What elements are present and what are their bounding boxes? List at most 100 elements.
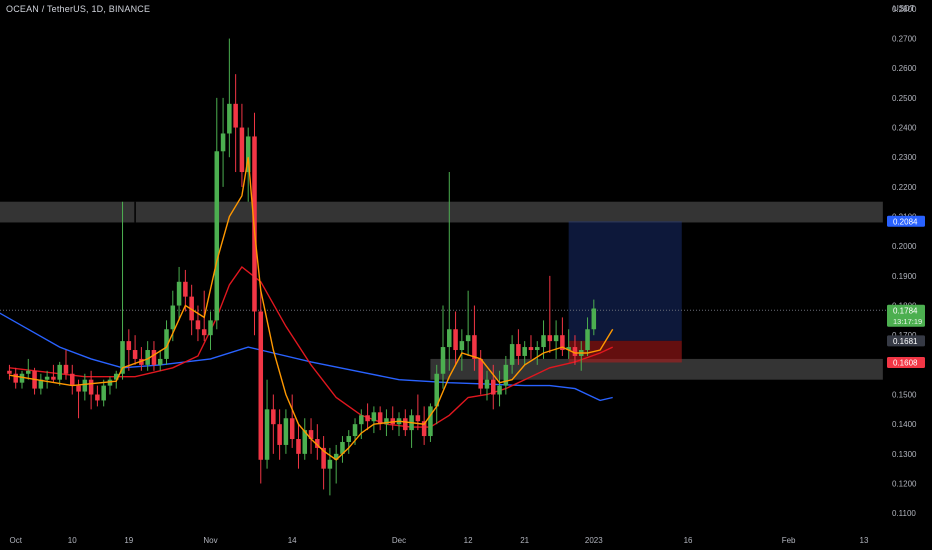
candle-body-43 [277, 424, 282, 445]
y-tick-12: 0.2300 [892, 153, 917, 162]
y-tick-16: 0.2700 [892, 35, 917, 44]
candle-body-3 [26, 370, 31, 374]
candle-body-93 [591, 308, 597, 330]
y-tick-1: 0.1200 [892, 480, 917, 489]
candle-body-1 [13, 373, 18, 383]
candle-body-27 [176, 281, 182, 306]
price-tag-label-3: 0.1608 [893, 358, 918, 367]
candle-body-12 [82, 379, 88, 392]
candle-body-36 [233, 103, 238, 128]
candle-body-6 [44, 376, 50, 380]
x-tick-3: Nov [203, 536, 217, 545]
candle-body-44 [283, 418, 289, 445]
candle-body-29 [189, 296, 194, 321]
candle-body-51 [327, 459, 333, 469]
plot-area [0, 38, 886, 496]
candle-body-76 [484, 379, 490, 389]
candle-body-88 [560, 335, 565, 351]
candle-body-11 [76, 385, 81, 392]
candle-body-80 [509, 344, 515, 365]
candle-body-19 [126, 341, 132, 351]
candle-body-38 [245, 136, 251, 173]
candle-body-81 [516, 344, 521, 356]
y-tick-11: 0.2200 [892, 183, 917, 192]
candle-body-21 [139, 358, 144, 365]
candle-body-59 [377, 412, 383, 425]
candle-body-7 [51, 376, 56, 380]
candle-body-61 [390, 418, 395, 425]
x-tick-0: Oct [9, 536, 22, 545]
price-tag-2 [887, 335, 925, 347]
x-tick-6: 12 [464, 536, 473, 545]
candle-body-82 [522, 347, 527, 356]
candle-body-32 [208, 320, 213, 336]
price-tag-countdown-1: 13:17:19 [893, 317, 922, 326]
candle-body-40 [258, 311, 264, 460]
price-tag-0 [887, 215, 925, 227]
x-tick-1: 10 [68, 536, 77, 545]
price-tag-3 [887, 356, 925, 368]
candle-body-78 [497, 385, 502, 395]
candle-body-10 [70, 373, 75, 386]
price-tag-label-2: 0.1681 [893, 337, 918, 346]
candle-body-75 [478, 358, 483, 389]
y-tick-0: 0.1100 [892, 509, 916, 518]
zone-0 [0, 201, 883, 223]
candle-body-60 [384, 418, 389, 425]
candle-body-26 [170, 305, 176, 330]
candle-body-2 [19, 373, 25, 383]
y-tick-8: 0.1900 [892, 272, 917, 281]
candle-body-13 [88, 379, 94, 395]
currency-label: USDT [893, 4, 915, 13]
candle-body-66 [421, 421, 427, 437]
candle-body-65 [415, 415, 421, 422]
candle-body-28 [183, 281, 188, 297]
y-tick-15: 0.2600 [892, 64, 917, 73]
x-tick-9: 16 [684, 536, 693, 545]
x-tick-2: 19 [124, 536, 133, 545]
candle-body-58 [371, 412, 377, 422]
candle-body-18 [120, 341, 125, 374]
candle-body-8 [57, 364, 62, 380]
price-tag-label-1: 0.1784 [893, 306, 918, 315]
y-tick-13: 0.2400 [892, 124, 917, 133]
price-tag-label-0: 0.2084 [893, 217, 918, 226]
candle-body-15 [101, 385, 106, 401]
candle-body-49 [315, 439, 320, 448]
candle-body-90 [572, 347, 578, 356]
candle-body-30 [195, 320, 201, 330]
candle-body-52 [333, 453, 339, 460]
candle-body-47 [302, 430, 308, 454]
candle-body-9 [63, 364, 69, 374]
candle-body-20 [132, 350, 138, 359]
candle-body-31 [201, 329, 207, 336]
candle-body-85 [541, 335, 546, 348]
candle-body-16 [107, 379, 113, 386]
candle-body-67 [428, 406, 433, 437]
price-tag-1 [887, 304, 925, 327]
candle-body-0 [7, 370, 12, 374]
candle-body-71 [453, 329, 458, 351]
candle-body-48 [308, 430, 314, 440]
candle-body-5 [38, 379, 44, 389]
candle-body-17 [113, 373, 119, 380]
candle-body-45 [289, 418, 295, 440]
candle-body-74 [472, 335, 477, 359]
candle-body-83 [528, 347, 534, 351]
candle-body-87 [553, 335, 559, 342]
candle-body-23 [151, 350, 157, 365]
position-profit-zone [568, 221, 682, 341]
x-tick-10: Feb [782, 536, 796, 545]
candle-body-37 [239, 127, 245, 173]
y-tick-9: 0.2000 [892, 242, 917, 251]
candle-body-50 [321, 447, 326, 469]
candle-body-24 [157, 358, 163, 365]
candle-body-84 [534, 347, 540, 351]
ma-fast-line [9, 157, 614, 461]
candle-body-54 [346, 436, 352, 442]
y-tick-3: 0.1400 [892, 420, 917, 429]
candle-body-72 [459, 341, 465, 351]
ma-mid-line [9, 265, 613, 428]
y-tick-17: 0.2800 [892, 5, 917, 14]
